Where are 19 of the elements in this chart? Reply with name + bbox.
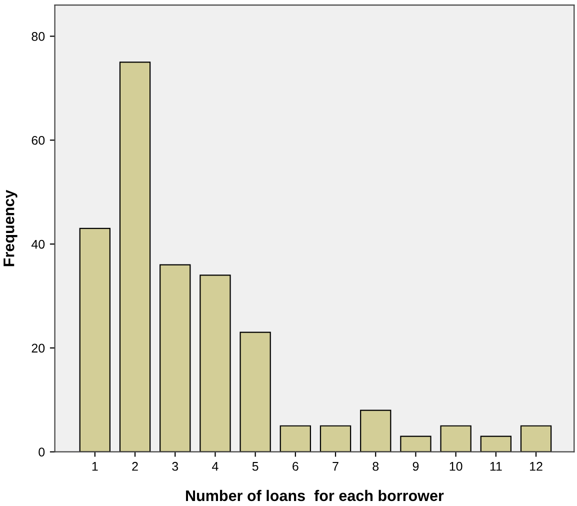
x-tick-label: 5 bbox=[252, 462, 258, 471]
x-tick-label: 10 bbox=[450, 462, 462, 471]
x-tick-label: 12 bbox=[530, 462, 542, 471]
y-tick-label: 60 bbox=[32, 136, 45, 145]
y-tick-label: 40 bbox=[31, 240, 45, 249]
x-tick-label: 6 bbox=[292, 462, 298, 471]
x-tick-label: 2 bbox=[132, 462, 138, 471]
y-tick-label: 80 bbox=[32, 32, 45, 41]
x-tick-label: 8 bbox=[372, 462, 379, 471]
x-axis-title: Number of loans for each borrower bbox=[186, 490, 444, 502]
x-tick-label: 9 bbox=[412, 462, 419, 471]
y-tick-label: 20 bbox=[32, 344, 45, 353]
x-tick-label: 7 bbox=[332, 462, 338, 471]
x-tick-label: 11 bbox=[490, 462, 502, 471]
y-axis-title: Frequency bbox=[4, 190, 18, 266]
x-tick-label: 3 bbox=[172, 462, 178, 471]
y-tick-label: 0 bbox=[38, 448, 45, 457]
x-tick-label: 4 bbox=[212, 462, 218, 471]
x-tick-label: 1 bbox=[92, 462, 98, 471]
